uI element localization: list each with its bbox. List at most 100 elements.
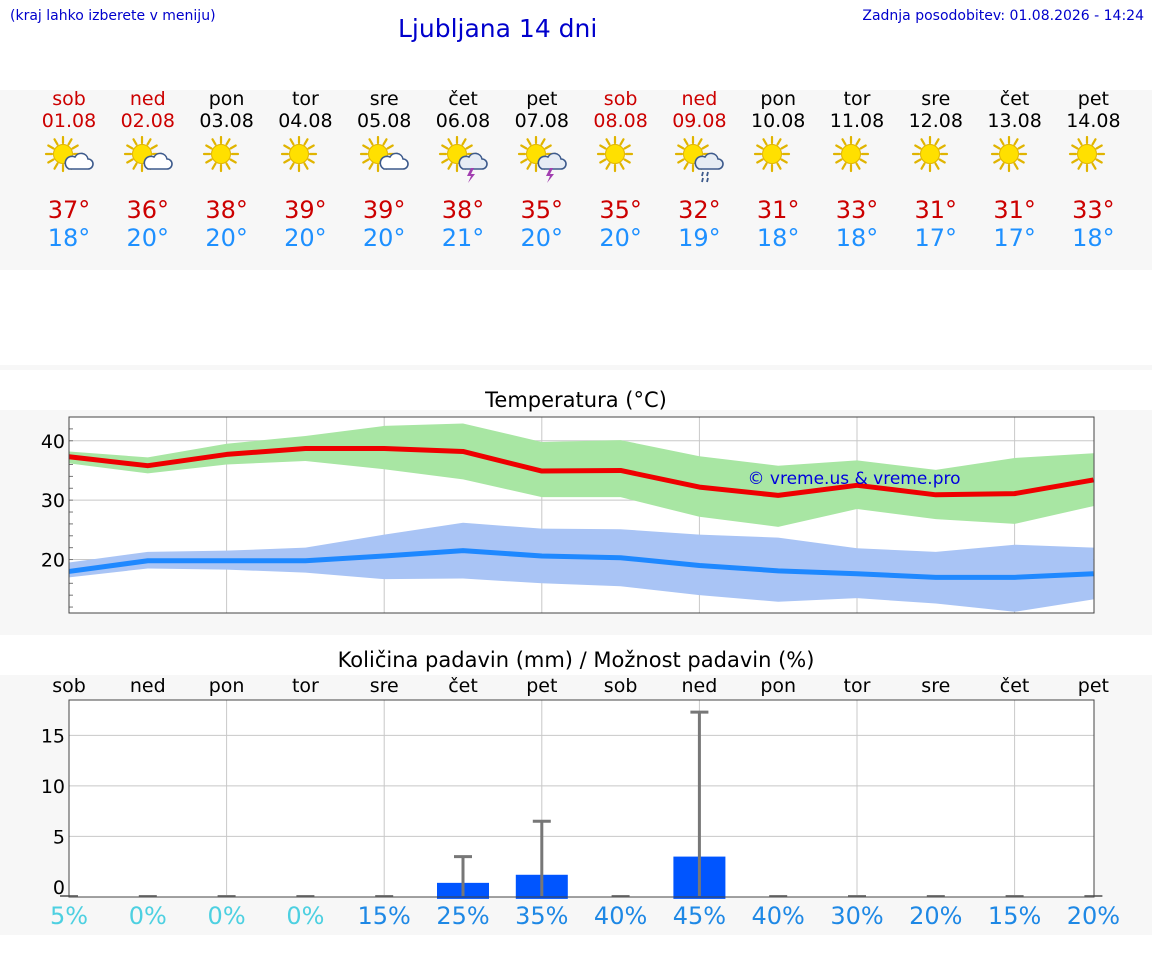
x-tick-label: sre xyxy=(921,675,950,697)
day-date: 12.08 xyxy=(908,110,963,132)
day-max-temp: 35° xyxy=(599,196,642,224)
sun-storm-icon xyxy=(517,136,567,183)
day-weekday: pon xyxy=(760,88,797,110)
day-column: pet 07.08 35° 20° xyxy=(502,88,582,252)
day-weekday: sob xyxy=(603,88,638,110)
sun-cloud-icon xyxy=(44,136,94,173)
day-min-temp: 20° xyxy=(126,224,170,252)
daily-forecast: sob 01.08 37° 18° ned 02.08 36° 20° pon 03.08 38° 2… xyxy=(0,88,1152,268)
sun-icon xyxy=(754,136,791,173)
x-tick-label: sob xyxy=(604,675,638,697)
plot-frame xyxy=(68,699,1095,898)
precip-chart: sob ned pon tor sre čet pet sob ned pon tor sre čet p… xyxy=(41,675,1109,899)
day-weekday: pet xyxy=(526,88,558,110)
day-max-temp: 37° xyxy=(47,196,91,224)
last-updated: Zadnja posodobitev: 01.08.2026 - 14:24 xyxy=(862,8,1144,24)
sun-cloud-icon xyxy=(123,136,173,173)
y-tick-label: 30 xyxy=(41,490,65,512)
day-weekday: tor xyxy=(291,88,319,110)
x-tick-label: pon xyxy=(209,675,245,697)
y-tick-label: 15 xyxy=(41,725,65,747)
day-weekday: pet xyxy=(1077,88,1109,110)
day-column: sob 08.08 35° 20° xyxy=(581,88,661,252)
day-weekday: sob xyxy=(52,88,86,110)
day-min-temp: 17° xyxy=(914,224,958,252)
max-temp-line xyxy=(68,445,1094,498)
day-max-temp: 31° xyxy=(756,196,800,224)
precip-probability: 45% xyxy=(672,902,727,930)
day-max-temp: 35° xyxy=(520,196,564,224)
day-min-temp: 20° xyxy=(362,224,406,252)
precip-probability: 20% xyxy=(909,902,963,930)
sun-rain-icon xyxy=(675,136,725,183)
x-tick-label: tor xyxy=(844,675,871,697)
day-weekday: ned xyxy=(129,88,166,110)
y-tick-label: 40 xyxy=(41,431,65,453)
x-tick-label: čet xyxy=(1000,675,1030,697)
day-column: tor 04.08 39° 20° xyxy=(265,88,345,252)
day-max-temp: 33° xyxy=(1072,196,1115,224)
temperature-title: Temperatura (°C) xyxy=(485,388,667,412)
sun-icon xyxy=(990,136,1027,173)
temperature-chart: 20 30 40 © vreme.us & vreme.pro xyxy=(41,416,1095,614)
day-date: 08.08 xyxy=(593,110,648,132)
day-column: tor 11.08 33° 18° xyxy=(817,88,897,252)
y-tick-label: 10 xyxy=(41,776,65,798)
day-max-temp: 31° xyxy=(914,196,958,224)
precip-probability: 15% xyxy=(357,902,411,930)
x-tick-label: pon xyxy=(760,675,796,697)
day-max-temp: 38° xyxy=(205,196,248,224)
day-column: sre 12.08 31° 17° xyxy=(896,88,976,252)
day-max-temp: 31° xyxy=(993,196,1036,224)
plot-frame xyxy=(68,416,1095,614)
sun-icon xyxy=(202,136,239,173)
x-tick-label: tor xyxy=(292,675,319,697)
watermark: © vreme.us & vreme.pro xyxy=(747,469,960,489)
day-date: 05.08 xyxy=(356,110,412,132)
day-date: 02.08 xyxy=(120,110,175,132)
day-weekday: sre xyxy=(921,88,951,110)
x-tick-label: ned xyxy=(682,675,718,697)
x-tick-label: pet xyxy=(526,675,557,697)
day-max-temp: 32° xyxy=(678,196,721,224)
sun-icon xyxy=(596,136,633,173)
forecast-band xyxy=(0,90,1152,270)
x-tick-label: ned xyxy=(130,675,166,697)
day-column: ned 02.08 36° 20° xyxy=(108,88,188,252)
day-date: 04.08 xyxy=(278,110,333,132)
precip-probability: 5% xyxy=(49,902,89,930)
day-date: 01.08 xyxy=(41,110,97,132)
day-column: sob 01.08 37° 18° xyxy=(29,88,109,252)
x-tick-label: sre xyxy=(370,675,399,697)
min-temp-range xyxy=(69,522,1094,612)
day-max-temp: 33° xyxy=(835,196,879,224)
day-min-temp: 18° xyxy=(835,224,879,252)
day-max-temp: 38° xyxy=(441,196,485,224)
day-min-temp: 19° xyxy=(678,224,721,252)
day-max-temp: 36° xyxy=(126,196,170,224)
day-min-temp: 18° xyxy=(1072,224,1115,252)
day-min-temp: 20° xyxy=(599,224,642,252)
day-weekday: ned xyxy=(681,88,718,110)
sun-cloud-icon xyxy=(360,136,409,173)
day-weekday: tor xyxy=(843,88,871,110)
day-date: 11.08 xyxy=(829,110,885,132)
day-min-temp: 20° xyxy=(520,224,564,252)
day-date: 09.08 xyxy=(672,110,727,132)
day-column: čet 13.08 31° 17° xyxy=(975,88,1055,252)
day-column: sre 05.08 39° 20° xyxy=(344,88,424,252)
day-min-temp: 18° xyxy=(47,224,91,252)
day-column: ned 09.08 32° 19° xyxy=(659,88,739,252)
x-tick-label: sob xyxy=(52,675,86,697)
sun-icon xyxy=(832,136,870,173)
precip-probability: 15% xyxy=(987,902,1042,930)
day-date: 03.08 xyxy=(199,110,254,132)
day-min-temp: 21° xyxy=(441,224,485,252)
precip-title: Količina padavin (mm) / Možnost padavin … xyxy=(337,648,815,672)
day-min-temp: 17° xyxy=(993,224,1036,252)
day-date: 06.08 xyxy=(435,110,491,132)
separator-band xyxy=(0,365,1152,370)
day-column: pon 03.08 38° 20° xyxy=(187,88,267,252)
sun-storm-icon xyxy=(438,136,488,183)
day-weekday: čet xyxy=(448,88,478,110)
